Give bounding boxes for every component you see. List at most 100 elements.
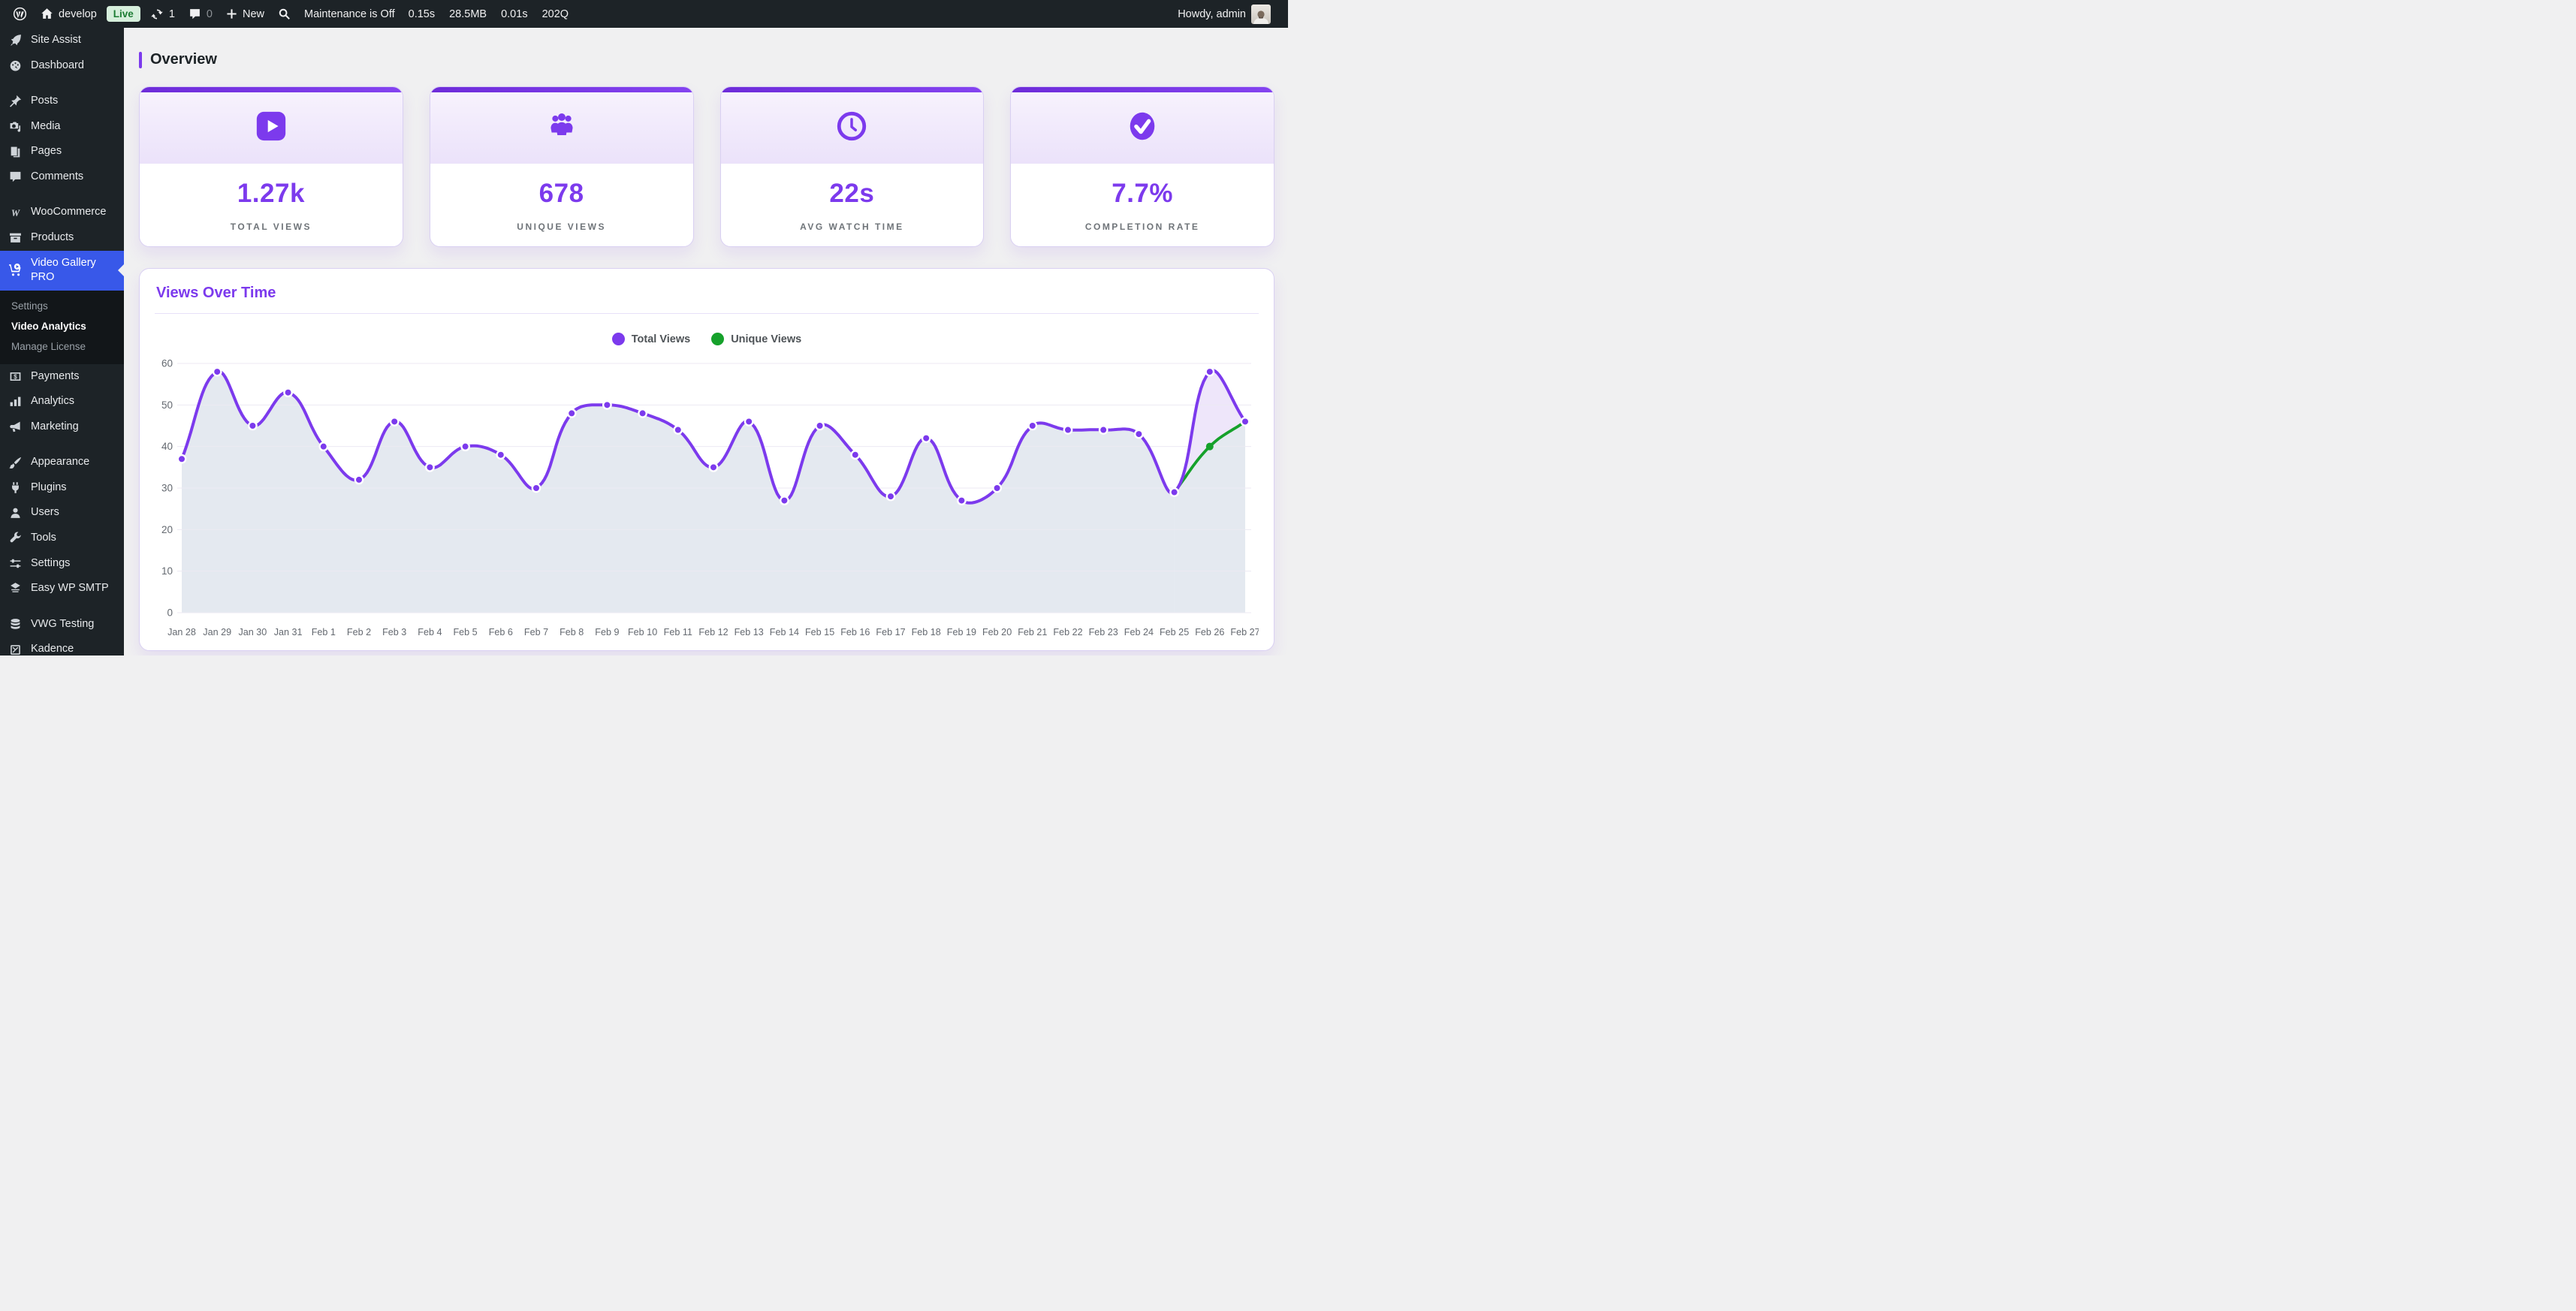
x-axis-tick: Feb 14 [770, 627, 799, 637]
mail-icon [8, 582, 23, 595]
sidebar-item-analytics[interactable]: Analytics [0, 389, 124, 414]
sidebar-item-plugins[interactable]: Plugins [0, 475, 124, 501]
wordpress-logo-menu[interactable] [6, 0, 34, 28]
sidebar-item-users[interactable]: Users [0, 500, 124, 526]
sidebar-item-dashboard[interactable]: Dashboard [0, 53, 124, 79]
sidebar-separator [0, 439, 124, 450]
comment-bubble-icon [189, 8, 201, 20]
dashboard-icon [8, 59, 23, 72]
search-button[interactable] [271, 0, 297, 28]
submenu-item-video-analytics[interactable]: Video Analytics [11, 320, 86, 332]
svg-text:W: W [11, 208, 20, 218]
card-accent-bar [1011, 87, 1274, 92]
x-axis-tick: Feb 7 [524, 627, 548, 637]
legend-dot-icon [611, 333, 625, 345]
x-axis-tick: Feb 21 [1018, 627, 1047, 637]
sidebar-item-pages[interactable]: Pages [0, 139, 124, 164]
updates-menu[interactable]: 1 [143, 0, 182, 28]
pages-icon [8, 146, 23, 158]
sidebar-item-site-assist[interactable]: Site Assist [0, 28, 124, 53]
sidebar-item-payments[interactable]: $ Payments [0, 364, 124, 390]
sidebar-item-label: Easy WP SMTP [31, 582, 109, 595]
sidebar-item-label: Users [31, 506, 59, 519]
sidebar-submenu: Settings Video Analytics Manage License [0, 290, 124, 364]
card-accent-bar [720, 87, 984, 92]
database-icon [8, 618, 23, 631]
stat-cards-row: 1.27k TOTAL VIEWS 678 UNIQUE VIEWS 22s AVG WA… [139, 86, 1274, 247]
updates-count: 1 [168, 8, 175, 20]
perf-stat: 0.15s [408, 8, 436, 20]
x-axis-tick: Feb 6 [489, 627, 513, 637]
x-axis-tick: Feb 5 [453, 627, 477, 637]
sidebar-item-label: WooCommerce [31, 206, 107, 218]
megaphone-icon [8, 420, 23, 433]
legend-item-unique-views[interactable]: Unique Views [711, 333, 801, 345]
sidebar-item-label: Marketing [31, 420, 79, 432]
page-head: Overview [139, 51, 1274, 68]
card-label: UNIQUE VIEWS [517, 222, 606, 232]
sidebar-item-woocommerce[interactable]: W WooCommerce [0, 200, 124, 225]
check-icon [1125, 109, 1160, 147]
sidebar-item-kadence[interactable]: Kadence [0, 637, 124, 656]
sidebar-item-label: Payments [31, 369, 80, 382]
x-axis-tick: Feb 25 [1160, 627, 1189, 637]
submenu-item-settings[interactable]: Settings [11, 300, 48, 312]
sidebar-item-label: Plugins [31, 481, 67, 493]
x-axis-tick: Feb 18 [912, 627, 941, 637]
new-content-menu[interactable]: New [219, 0, 271, 28]
sidebar-item-products[interactable]: Products [0, 225, 124, 251]
sidebar-item-video-gallery-pro[interactable]: Video Gallery PRO [0, 250, 124, 291]
y-axis-tick: 20 [161, 524, 173, 535]
x-axis-tick: Feb 20 [982, 627, 1012, 637]
x-axis-tick: Feb 27 [1230, 627, 1259, 637]
sidebar-item-label: Comments [31, 170, 84, 182]
rocket-icon [8, 34, 23, 47]
avatar [1251, 4, 1271, 24]
x-axis-tick: Jan 31 [274, 627, 303, 637]
brush-icon [8, 457, 23, 469]
sidebar-item-posts[interactable]: Posts [0, 89, 124, 114]
x-axis-tick: Feb 19 [947, 627, 976, 637]
video-cart-icon [8, 264, 23, 277]
howdy-menu[interactable]: Howdy, admin [1171, 0, 1277, 28]
sidebar-item-tools[interactable]: Tools [0, 526, 124, 551]
sidebar-item-media[interactable]: Media [0, 114, 124, 140]
stat-card-unique-views: 678 UNIQUE VIEWS [429, 86, 694, 247]
sidebar-item-marketing[interactable]: Marketing [0, 414, 124, 440]
perf-stat: 0.01s [501, 8, 528, 20]
sidebar-item-label: Media [31, 119, 61, 132]
maintenance-status[interactable]: Maintenance is Off [303, 8, 395, 20]
home-icon [41, 8, 53, 20]
y-axis-tick: 40 [161, 441, 173, 452]
perf-stat: 28.5MB [449, 8, 487, 20]
x-axis-tick: Jan 29 [203, 627, 231, 637]
comments-menu[interactable]: 0 [182, 0, 219, 28]
search-icon [278, 8, 291, 20]
card-icon-zone [720, 92, 984, 164]
sidebar-item-settings[interactable]: Settings [0, 551, 124, 577]
sidebar-menu: Site Assist Dashboard Posts Media Pages Comme… [0, 28, 124, 656]
sidebar-item-label: Video Gallery PRO [31, 256, 96, 284]
admin-bar: develop Live 1 0 New Maintenance is Off … [0, 0, 1288, 28]
submenu-item-manage-license[interactable]: Manage License [11, 340, 86, 352]
y-axis-tick: 30 [161, 483, 173, 494]
perf-stat: 202Q [541, 8, 569, 20]
legend-item-total-views[interactable]: Total Views [611, 333, 690, 345]
sidebar-item-vwg-testing[interactable]: VWG Testing [0, 612, 124, 637]
sidebar-item-label: Appearance [31, 456, 90, 469]
sidebar-item-label: Posts [31, 95, 59, 107]
page-title: Overview [150, 51, 217, 68]
chart-title: Views Over Time [156, 285, 276, 301]
card-icon-zone [1011, 92, 1274, 164]
y-axis-tick: 10 [161, 565, 173, 577]
sidebar-item-easy-wp-smtp[interactable]: Easy WP SMTP [0, 576, 124, 601]
kadence-icon [8, 643, 23, 656]
clock-icon [834, 109, 869, 147]
sidebar-item-comments[interactable]: Comments [0, 164, 124, 190]
howdy-label: Howdy, admin [1178, 8, 1246, 20]
sidebar-item-label: Analytics [31, 395, 75, 408]
chart-legend: Total Views Unique Views [140, 333, 1274, 345]
sidebar-item-label: Dashboard [31, 59, 84, 71]
sidebar-item-appearance[interactable]: Appearance [0, 450, 124, 475]
site-menu[interactable]: develop [34, 0, 104, 28]
